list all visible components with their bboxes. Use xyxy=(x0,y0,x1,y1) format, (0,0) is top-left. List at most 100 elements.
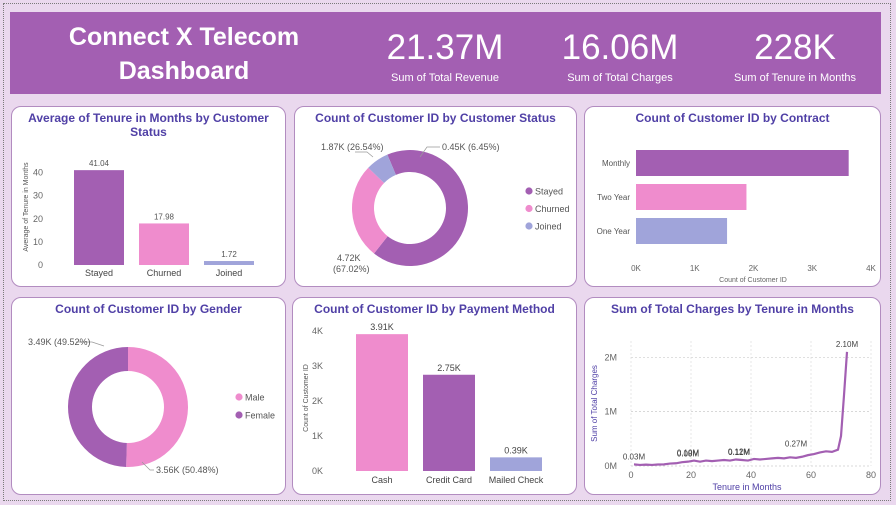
chart-title: Sum of Total Charges by Tenure in Months xyxy=(611,302,854,316)
y-tick-label: 2K xyxy=(312,396,323,406)
y-tick-label: 0M xyxy=(604,461,617,471)
x-tick-label: 0 xyxy=(628,470,633,480)
x-tick-label: Mailed Check xyxy=(489,475,544,485)
x-tick-label: 20 xyxy=(686,470,696,480)
dashboard-header: Connect X Telecom Dashboard 21.37M Sum o… xyxy=(10,12,881,94)
y-tick-label: 1M xyxy=(604,407,617,417)
data-label: 1.87K (26.54%) xyxy=(321,142,384,152)
x-tick-label: Joined xyxy=(216,268,243,278)
chart-svg: Monthly Two Year One Year 0K 1K 2K 3K 4K Count o… xyxy=(597,150,877,284)
y-tick-label: 40 xyxy=(33,168,43,178)
dashboard-frame xyxy=(3,3,891,501)
y-tick-label: One Year xyxy=(597,227,631,236)
chart-svg: 1.87K (26.54%) 0.45K (6.45%) 4.72K(67.02%)… xyxy=(321,142,570,274)
data-label: 2.75K xyxy=(437,363,461,373)
donut-slice xyxy=(68,347,128,467)
legend-label: Churned xyxy=(535,204,570,214)
donut-slice xyxy=(368,154,396,184)
chart-title: Average of Tenure in Months by Customer … xyxy=(28,111,269,139)
kpi-total-revenue[interactable]: 21.37M Sum of Total Revenue xyxy=(360,28,530,85)
data-label: (67.02%) xyxy=(333,264,370,274)
x-tick-label: Cash xyxy=(371,475,392,485)
kpi-value: 228K xyxy=(754,28,836,67)
data-label: 0.27M xyxy=(785,439,808,448)
chart-count-by-contract[interactable]: Count of Customer ID by Contract Monthly… xyxy=(584,106,881,287)
bar xyxy=(490,457,542,471)
title-line-2: Dashboard xyxy=(118,57,250,85)
chart-count-by-payment[interactable]: Count of Customer ID by Payment Method 0… xyxy=(292,297,577,495)
kpi-label: Sum of Tenure in Months xyxy=(733,72,857,84)
y-axis-label: Count of Customer ID xyxy=(303,364,310,432)
legend-marker xyxy=(235,393,243,401)
y-tick-label: Monthly xyxy=(602,159,630,168)
y-tick-label: 20 xyxy=(33,214,43,224)
legend-marker xyxy=(525,222,533,230)
bar xyxy=(356,334,408,471)
kpi-total-charges[interactable]: 16.06M Sum of Total Charges xyxy=(535,28,705,85)
chart-title: Count of Customer ID by Contract xyxy=(635,111,830,125)
y-tick-label: 30 xyxy=(33,191,43,201)
y-axis-label: Average of Tenure in Months xyxy=(23,162,30,252)
x-tick-label: 80 xyxy=(866,470,876,480)
series-line xyxy=(633,351,849,467)
chart-count-by-status[interactable]: Count of Customer ID by Customer Status … xyxy=(294,106,577,287)
x-axis-label: Tenure in Months xyxy=(712,482,782,492)
kpi-label: Sum of Total Charges xyxy=(567,72,673,84)
bar xyxy=(204,261,254,265)
x-tick-label: 4K xyxy=(866,264,876,273)
label-leader xyxy=(419,146,440,158)
legend-marker xyxy=(525,204,533,213)
y-tick-label: 10 xyxy=(33,237,43,247)
data-label: 0.45K (6.45%) xyxy=(442,142,500,152)
data-label: 0.12M xyxy=(728,447,751,456)
x-tick-label: 3K xyxy=(807,264,817,273)
y-axis-label: Sum of Total Charges xyxy=(590,365,599,442)
label-leader xyxy=(355,151,374,158)
chart-count-by-gender[interactable]: Count of Customer ID by Gender 3.49K (49… xyxy=(11,297,286,495)
data-label: 2.10M xyxy=(836,340,859,349)
x-tick-label: 2K xyxy=(749,264,759,273)
kpi-value: 16.06M xyxy=(561,28,679,67)
data-label: 41.04 xyxy=(89,159,110,168)
y-tick-label: 0K xyxy=(312,466,323,476)
data-label: 1.72 xyxy=(221,250,237,259)
kpi-label: Sum of Total Revenue xyxy=(390,72,500,84)
chart-svg: 3.49K (49.52%) 3.56K (50.48%) Male Female xyxy=(28,337,275,475)
y-tick-label: 0 xyxy=(38,260,43,270)
y-tick-label: 3K xyxy=(312,361,323,371)
x-tick-label: Stayed xyxy=(85,268,113,278)
chart-title: Count of Customer ID by Customer Status xyxy=(315,111,556,125)
bar xyxy=(636,184,747,210)
data-label: 3.56K (50.48%) xyxy=(156,465,219,475)
data-label: 0.08M xyxy=(677,450,700,459)
donut-slice xyxy=(126,347,189,467)
title-line-1: Connect X Telecom xyxy=(68,23,300,51)
chart-charges-by-tenure[interactable]: Sum of Total Charges by Tenure in Months… xyxy=(584,297,881,495)
legend-marker xyxy=(525,187,533,195)
chart-tenure-by-status[interactable]: Average of Tenure in Months by Customer … xyxy=(11,106,286,287)
y-tick-label: 1K xyxy=(312,431,323,441)
y-tick-label: 2M xyxy=(604,352,617,362)
bar xyxy=(74,170,124,265)
label-leader xyxy=(141,461,154,471)
chart-svg: 0K 1K 2K 3K 4K Count of Customer ID 3.91K Cash 2… xyxy=(303,322,544,485)
x-tick-label: 1K xyxy=(690,264,700,273)
chart-title: Count of Customer ID by Gender xyxy=(55,302,242,316)
x-tick-label: 0K xyxy=(631,264,641,273)
x-tick-label: Churned xyxy=(147,268,182,278)
kpi-tenure-months[interactable]: 228K Sum of Tenure in Months xyxy=(710,28,880,85)
bar xyxy=(636,150,849,176)
data-label: 0.39K xyxy=(504,445,528,455)
data-label: 0.10M xyxy=(677,449,700,458)
x-axis-label: Count of Customer ID xyxy=(719,277,787,284)
label-leader xyxy=(76,341,105,347)
x-tick-label: 40 xyxy=(746,470,756,480)
kpi-value: 21.37M xyxy=(386,28,504,67)
dashboard-title: Connect X Telecom Dashboard xyxy=(40,20,328,88)
data-label: 3.49K (49.52%) xyxy=(28,337,91,347)
bar xyxy=(139,223,189,265)
data-label: 0.11M xyxy=(728,448,750,457)
donut-slice xyxy=(352,167,388,254)
legend-label: Stayed xyxy=(535,187,563,197)
